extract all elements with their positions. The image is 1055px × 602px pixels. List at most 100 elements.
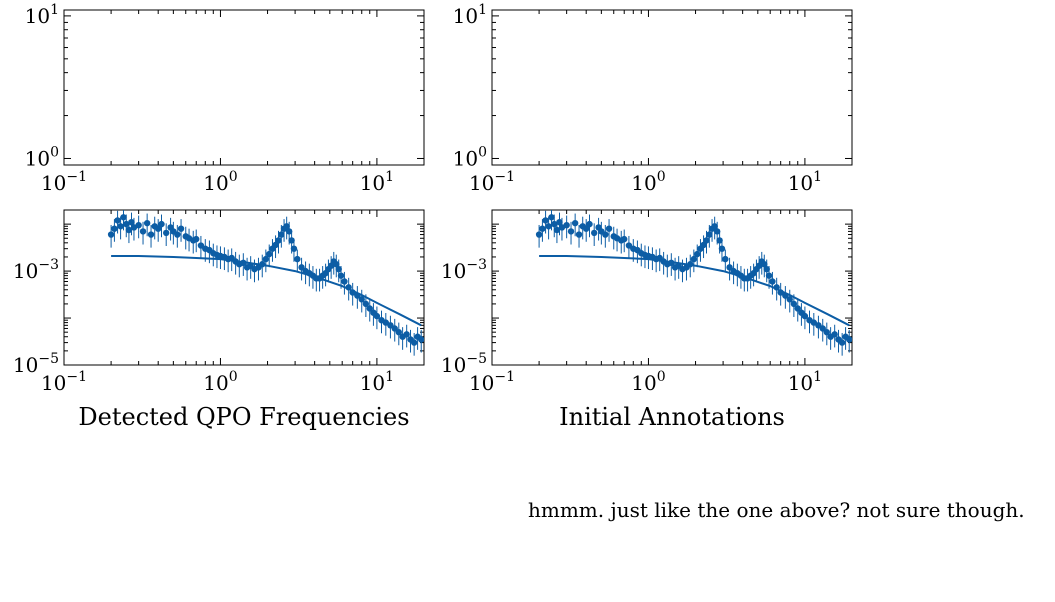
data-point (782, 292, 789, 299)
data-point (838, 339, 846, 346)
data-point (713, 228, 721, 235)
data-point (700, 241, 707, 249)
note-text: hmmm. just like the one above? not sure … (528, 498, 1025, 522)
data-point (763, 265, 770, 273)
data-point (545, 223, 552, 230)
plot-frame (63, 209, 425, 366)
data-point (556, 218, 563, 226)
data-point (288, 237, 295, 244)
data-point (718, 245, 726, 252)
data-point (345, 284, 352, 291)
data-point (819, 325, 826, 332)
data-point (846, 336, 852, 343)
caption-right: Initial Annotations (559, 403, 785, 431)
data-point (123, 220, 130, 228)
data-point (373, 312, 381, 320)
data-point (410, 339, 418, 346)
model-line (111, 255, 422, 327)
x-tick-label: 100 (203, 369, 237, 395)
data-point (773, 284, 780, 291)
data-point (823, 328, 830, 336)
data-point (135, 221, 142, 229)
y-tick-label: 101 (453, 2, 487, 28)
y-tick-label: 101 (25, 2, 59, 28)
data-point (107, 231, 115, 238)
data-point (114, 217, 121, 224)
data-point (535, 231, 543, 238)
data-point (278, 231, 285, 238)
data-point (590, 229, 598, 237)
data-point (290, 245, 298, 252)
x-tick-label: 10−1 (41, 169, 87, 195)
data-point (605, 225, 613, 232)
x-tick-label: 100 (203, 169, 237, 195)
x-tick-label: 10−1 (469, 169, 515, 195)
data-point (621, 235, 628, 243)
y-tick-label: 100 (453, 144, 487, 170)
data-point (362, 300, 370, 308)
data-point (275, 237, 282, 244)
data-point (769, 278, 776, 285)
data-point (539, 225, 546, 232)
data-point (810, 319, 818, 326)
data-point (117, 223, 124, 230)
data-point (125, 226, 133, 234)
data-point (193, 235, 200, 243)
data-point (586, 220, 593, 228)
data-point (120, 214, 127, 221)
data-point (582, 225, 590, 232)
data-point (337, 272, 345, 279)
x-tick-label: 101 (360, 169, 394, 195)
data-point (786, 296, 793, 303)
data-point (143, 219, 151, 227)
chart-panel-bottom-right: 10−1 100 101 10−5 10−3 (441, 209, 853, 395)
data-layer (107, 210, 424, 356)
data-point (831, 331, 838, 338)
data-point (542, 217, 549, 224)
data-point (716, 237, 723, 244)
data-point (285, 228, 293, 235)
data-point (358, 296, 365, 303)
data-point (722, 255, 729, 263)
data-point (668, 259, 675, 267)
data-point (158, 220, 165, 228)
data-point (790, 300, 798, 308)
data-point (262, 255, 270, 263)
caption-left: Detected QPO Frequencies (78, 403, 410, 431)
data-point (283, 223, 290, 230)
data-point (111, 225, 118, 232)
data-point (333, 261, 340, 268)
data-point (366, 305, 373, 312)
x-tick-label: 101 (360, 369, 394, 395)
plot-frame (491, 9, 853, 166)
data-point (341, 278, 348, 285)
data-point (240, 259, 247, 267)
data-point (602, 231, 609, 238)
chart-panel-bottom-left: 10−1 100 101 10−5 10−3 (13, 209, 425, 395)
x-tick-label: 101 (788, 369, 822, 395)
data-point (177, 225, 185, 232)
data-point (335, 265, 342, 273)
data-point (128, 218, 135, 226)
data-point (801, 312, 809, 320)
data-point (349, 289, 356, 296)
data-point (272, 241, 279, 249)
y-tick-label: 10−3 (13, 257, 59, 283)
data-point (403, 331, 410, 338)
data-point (571, 219, 579, 227)
data-point (761, 261, 768, 268)
data-point (259, 261, 266, 268)
x-tick-label: 10−1 (469, 369, 515, 395)
data-point (777, 289, 784, 296)
data-point (354, 292, 361, 299)
y-tick-label: 100 (25, 144, 59, 170)
data-point (711, 223, 718, 230)
data-point (551, 220, 558, 228)
data-point (794, 305, 801, 312)
data-point (687, 261, 694, 268)
data-point (391, 325, 398, 332)
y-tick-label: 10−3 (441, 257, 487, 283)
data-point (418, 336, 424, 343)
